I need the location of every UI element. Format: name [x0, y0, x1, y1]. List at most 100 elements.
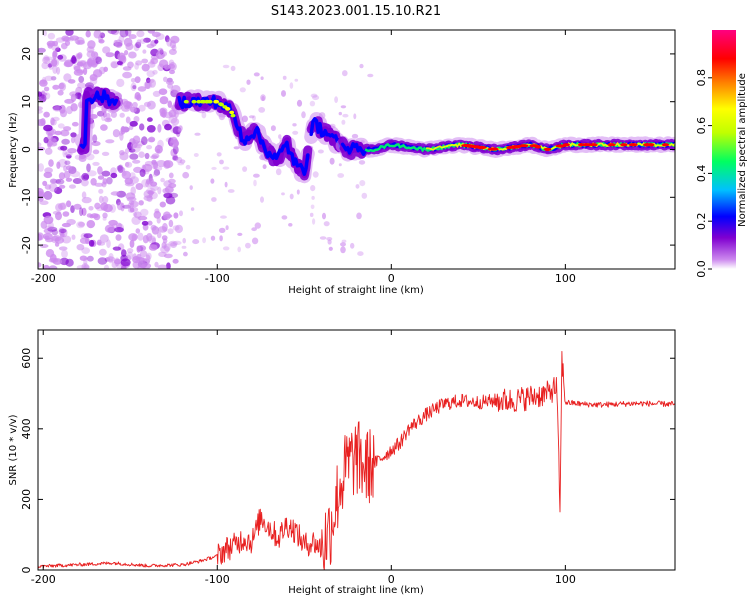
noise-blob [162, 188, 170, 194]
noise-blob [95, 56, 103, 65]
noise-blob [151, 31, 161, 38]
noise-blob [182, 171, 190, 179]
noise-blob [100, 124, 108, 131]
noise-blob [225, 225, 229, 231]
noise-blob [115, 234, 122, 241]
noise-blob [76, 265, 87, 269]
ridge-peak [555, 144, 567, 148]
noise-blob [168, 63, 176, 69]
noise-blob [165, 80, 175, 85]
noise-blob [88, 239, 95, 247]
noise-blob [190, 207, 195, 211]
noise-blob [63, 61, 73, 68]
noise-blob [110, 191, 121, 196]
spectrogram-y-axis-label: Frequency (Hz) [8, 112, 19, 188]
noise-blob [353, 113, 357, 120]
noise-blob [128, 200, 135, 206]
noise-blob [136, 94, 142, 101]
noise-blob [65, 106, 73, 115]
noise-blob [170, 117, 180, 126]
noise-blob [141, 58, 149, 64]
noise-blob [252, 115, 256, 121]
noise-blob [239, 87, 246, 93]
noise-blob [210, 235, 216, 241]
noise-blob [237, 246, 241, 253]
noise-blob [132, 85, 137, 90]
noise-blob [301, 111, 306, 119]
noise-blob [65, 177, 73, 182]
noise-blob [282, 75, 287, 80]
noise-blob [116, 222, 122, 229]
noise-blob [106, 177, 113, 185]
noise-blob [138, 151, 145, 158]
noise-blob [137, 265, 146, 269]
noise-blob [104, 117, 113, 123]
noise-blob [90, 178, 97, 186]
noise-blob [147, 117, 153, 122]
noise-blob [69, 35, 80, 41]
noise-blob [59, 228, 67, 234]
ridge-peak [620, 143, 628, 147]
noise-blob [129, 120, 138, 127]
noise-blob [126, 196, 137, 202]
noise-blob [310, 93, 318, 98]
noise-blob [87, 170, 97, 177]
noise-blob [42, 56, 51, 64]
noise-blob [136, 245, 141, 253]
noise-blob [93, 30, 102, 39]
noise-blob [248, 115, 255, 119]
noise-blob [40, 118, 46, 126]
noise-blob [135, 228, 141, 234]
x-tick-label: -100 [205, 573, 230, 586]
noise-blob [136, 39, 142, 45]
noise-blob [141, 136, 148, 146]
noise-blob [81, 263, 89, 269]
noise-blob [85, 237, 90, 245]
noise-blob [136, 30, 145, 38]
noise-blob [358, 160, 366, 165]
noise-blob [98, 39, 105, 44]
noise-blob [168, 240, 178, 247]
noise-blob [50, 76, 57, 81]
ridge-peak [225, 107, 231, 111]
noise-blob [76, 244, 85, 251]
snr-ticks: -200 -100 0 100 0 200 400 600 [20, 330, 675, 586]
noise-blob [62, 211, 70, 217]
noise-blob [154, 39, 159, 44]
noise-blob [81, 191, 87, 199]
noise-blob [61, 138, 70, 145]
noise-blob [41, 62, 49, 70]
noise-blob [154, 208, 160, 214]
noise-blob [110, 61, 118, 69]
noise-blob [289, 82, 294, 89]
noise-blob [61, 35, 70, 42]
noise-blob [74, 92, 82, 100]
noise-blob [141, 179, 150, 188]
noise-blob [245, 242, 251, 249]
noise-blob [137, 86, 147, 92]
noise-blob [194, 132, 201, 136]
noise-blob [60, 145, 68, 151]
noise-blob [117, 166, 126, 173]
y-tick-label: 400 [20, 418, 33, 439]
noise-blob [340, 246, 346, 254]
noise-blob [91, 141, 101, 147]
noise-blob [52, 50, 58, 58]
noise-blob [58, 82, 65, 90]
noise-blob [129, 153, 139, 160]
noise-blob [102, 196, 109, 204]
noise-blob [97, 166, 103, 175]
y-tick-label: 20 [20, 47, 33, 61]
noise-blob [102, 46, 111, 54]
noise-blob [258, 107, 266, 113]
noise-blob [326, 237, 333, 241]
noise-blob [97, 175, 105, 180]
noise-blob [94, 182, 104, 187]
noise-blob [112, 246, 122, 251]
noise-blob [119, 30, 129, 38]
noise-blob [105, 256, 116, 262]
noise-blob [135, 60, 143, 66]
ridge-peak [183, 99, 189, 104]
noise-blob [116, 201, 124, 211]
noise-blob [38, 163, 44, 172]
